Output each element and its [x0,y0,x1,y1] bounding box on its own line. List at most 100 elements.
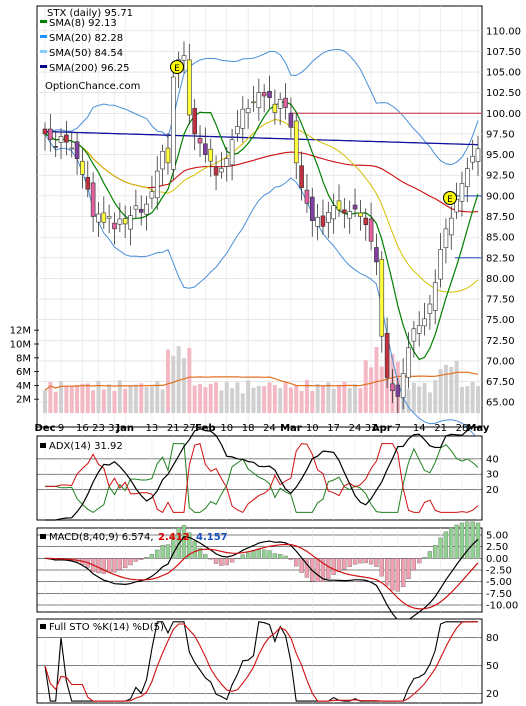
macd-histogram-bar [245,552,251,559]
volume-bar [192,385,197,413]
stoch-panel: Full STO %K(14) %D(5) 80 50 20 [36,618,499,704]
candle-body [213,167,219,176]
candle-body [53,145,58,148]
volume-bar [476,386,480,413]
candle-body [272,103,278,113]
price-tick-label: 85.00 [486,233,515,244]
macd-histogram-bar [155,549,160,559]
candle-body [85,176,91,190]
stoch-tick-label: 20 [486,689,499,700]
stoch-lines [44,621,478,702]
macd-histogram-bar [197,547,203,559]
macd-histogram-bar [459,522,465,559]
volume-bar [80,383,85,413]
candle-body [465,168,470,188]
candle-body [411,328,417,342]
x-tick-label: 9 [58,423,64,434]
volume-bar [272,385,277,413]
candle-body [58,136,64,143]
x-tick-label: 24 [349,423,362,434]
macd-histogram-bar [187,532,192,559]
adx-swatch [40,443,46,448]
macd-histogram [42,521,481,592]
macd-histogram-bar [106,558,112,573]
candle-body [288,112,294,128]
candle-body [422,318,427,327]
candle-body [304,189,310,204]
candle-body [235,126,240,135]
volume-bar [251,387,256,413]
candle-body [406,347,411,378]
candle-body [42,128,48,135]
stoch-tick-label: 50 [486,661,499,672]
macd-histogram-bar [272,553,278,559]
macd-swatch [40,534,46,539]
watermark: OptionChance.com [45,81,140,92]
candle-body [315,217,320,227]
candlesticks [42,41,481,413]
candle-body [374,247,379,263]
volume-bar [427,392,432,413]
volume-bar [230,388,235,413]
volume-bar [299,390,304,413]
macd-histogram-bar [278,554,283,559]
volume-bar [422,383,427,413]
adx-title: ADX(14) 31.92 [49,441,123,452]
candle-body [363,217,369,226]
x-tick-label: 24 [263,423,276,434]
macd-histogram-bar [219,558,224,566]
price-tick-label: 70.00 [486,356,515,367]
macd-histogram-bar [336,558,342,572]
candle-body [368,218,374,242]
volume-bar [214,382,219,413]
volume-bar [443,364,448,413]
volume-bar [417,386,422,413]
candle-body [197,138,203,144]
x-tick-label: 31 [365,423,378,434]
earnings-marker-2: E [443,191,457,205]
candle-body [133,205,139,210]
macd-histogram-bar [374,558,379,567]
macd-histogram-bar [454,524,459,559]
volume-bar [342,381,347,413]
adx-tick-label: 20 [486,485,499,496]
volume-tick-label: 10M [10,340,31,351]
volume-bar [459,386,464,413]
adx-tick-label: 40 [486,454,499,465]
sma20-swatch [40,35,47,38]
volume-bar [283,381,288,413]
macd-histogram-bar [128,558,133,566]
macd-tick-label: -2.50 [486,566,512,577]
macd-histogram-bar [470,521,475,559]
price-tick-label: 80.00 [486,274,515,285]
sma8-swatch [40,20,47,23]
volume-bar [219,390,224,413]
volume-bar [171,355,176,413]
macd-tick-label: -5.00 [486,577,512,588]
candle-body [219,168,224,173]
price-tick-label: 105.00 [486,68,521,79]
adx-axis-ticks: 40 30 20 [486,454,499,496]
macd-histogram-bar [262,549,267,559]
price-panel: 110.00 107.50 105.00 102.50 100.00 97.50 95.00… [10,5,521,440]
volume-bar [128,385,133,413]
candle-body [459,183,465,202]
macd-histogram-bar [401,558,406,588]
macd-value: 2.412 [158,532,190,543]
macd-histogram-bar [229,558,235,563]
macd-histogram-bar [465,521,470,559]
candle-body [390,383,395,391]
macd-tick-label: 0.00 [486,554,508,565]
macd-histogram-bar [165,544,171,559]
macd-histogram-bar [347,558,352,567]
stoch-title: Full STO %K(14) %D(5) [49,622,164,633]
macd-tick-label: -10.00 [486,601,518,612]
macd-histogram-bar [171,534,176,559]
legend-sma50: SMA(50) 84.54 [49,48,123,59]
macd-histogram-bar [395,558,400,592]
macd-histogram-bar [320,558,326,583]
macd-histogram-bar [438,537,443,559]
volume-bar [379,366,384,413]
macd-histogram-bar [123,558,128,569]
candle-body [170,76,176,170]
